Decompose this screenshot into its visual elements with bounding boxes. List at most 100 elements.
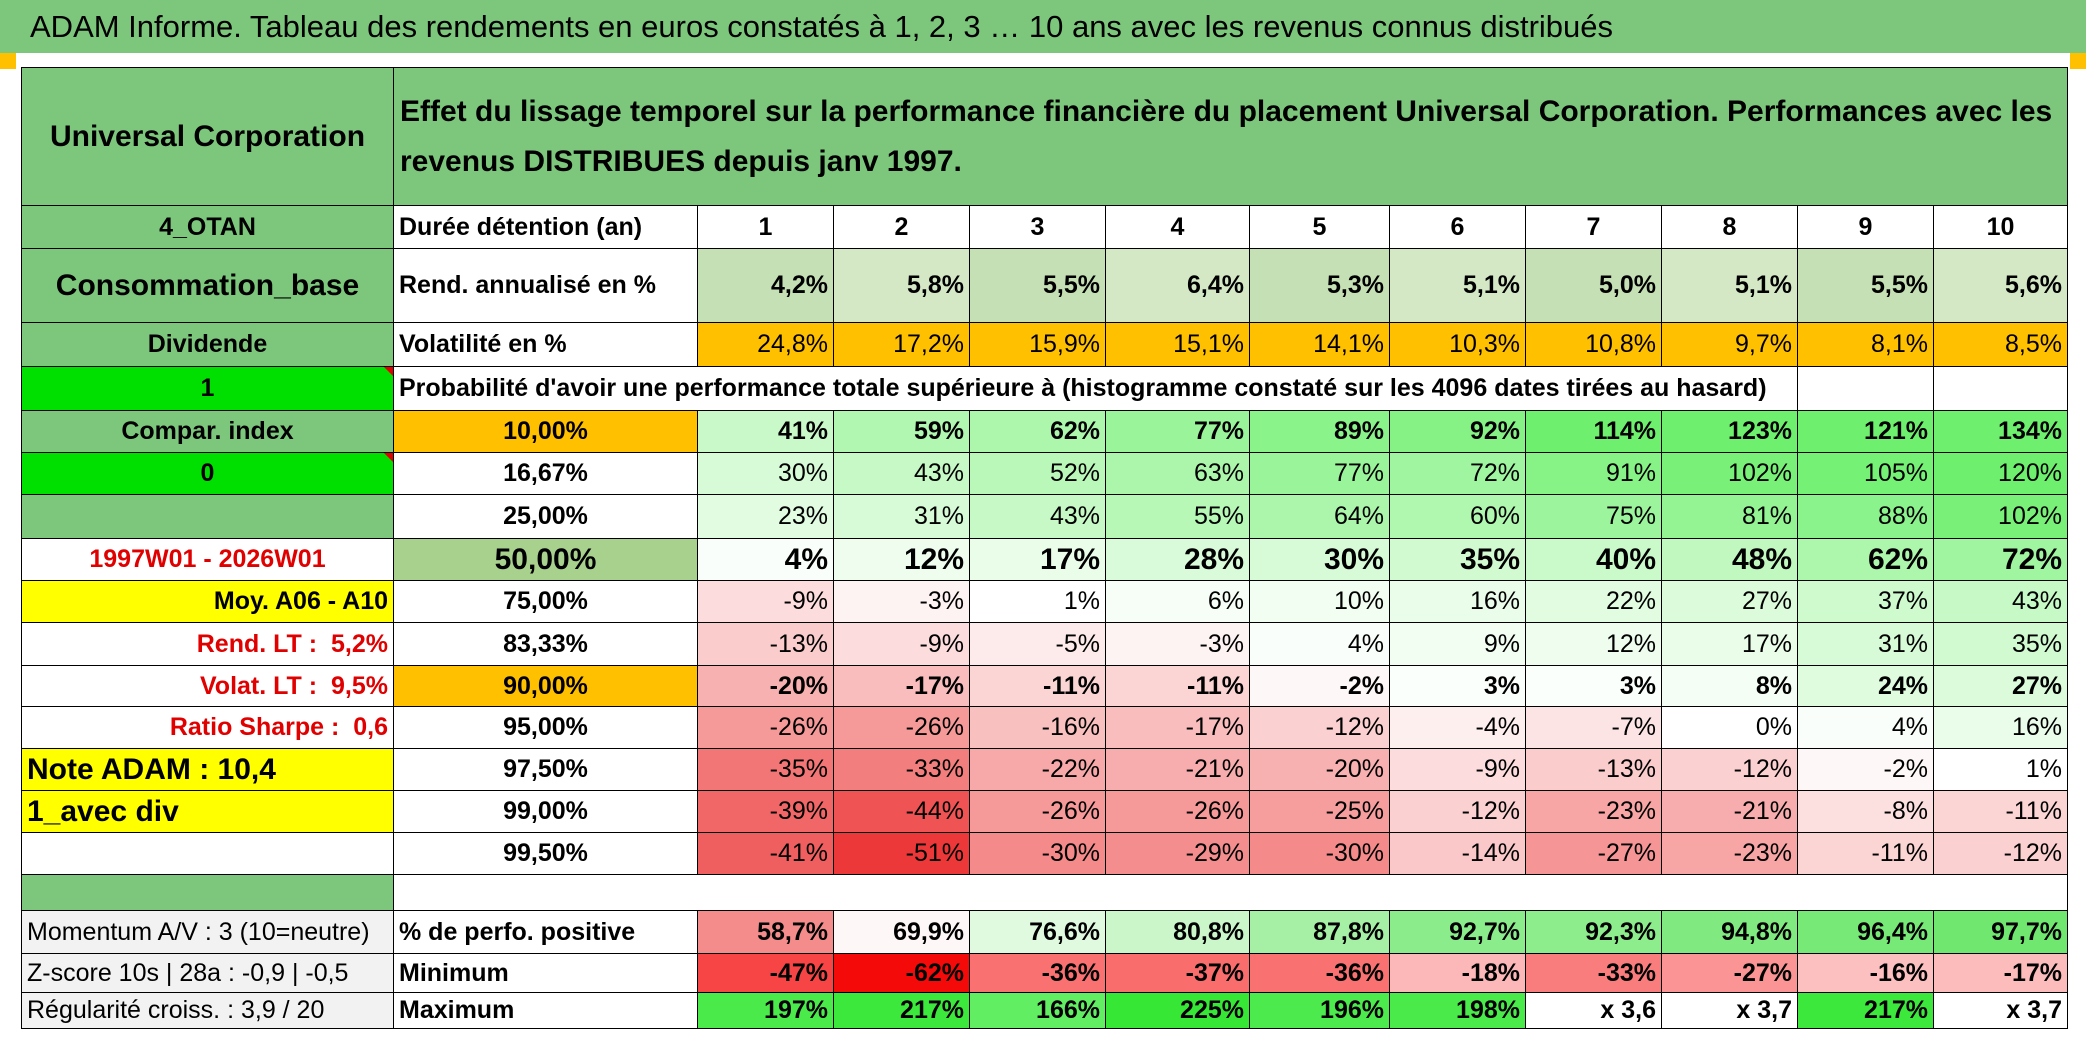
rend-value: 5,1% <box>1662 249 1798 323</box>
prob-value: 55% <box>1106 495 1250 539</box>
threshold-value: 50,00% <box>394 539 698 581</box>
fund-category: Consommation_base <box>22 249 394 323</box>
prob-value: 31% <box>1798 623 1934 666</box>
prob-value: -33% <box>834 749 970 791</box>
rend-value: 5,3% <box>1250 249 1390 323</box>
prob-value: -30% <box>970 833 1106 875</box>
rend-value: 5,6% <box>1934 249 2068 323</box>
fund-name: Universal Corporation <box>22 68 394 206</box>
vol-value: 15,9% <box>970 323 1106 367</box>
prob-value: 8% <box>1662 666 1798 707</box>
prob-value: -11% <box>1798 833 1934 875</box>
prob-value: -14% <box>1390 833 1526 875</box>
prob-value: 43% <box>970 495 1106 539</box>
prob-value: 63% <box>1106 453 1250 495</box>
prob-value: -26% <box>698 707 834 749</box>
prob-value: 72% <box>1934 539 2068 581</box>
year-header: 7 <box>1526 206 1662 249</box>
rend-label: Rend. annualisé en % <box>394 249 698 323</box>
prob-value: 121% <box>1798 411 1934 453</box>
threshold-value: 10,00% <box>394 411 698 453</box>
prob-value: -9% <box>834 623 970 666</box>
max-value: 225% <box>1106 993 1250 1029</box>
pos-value: 58,7% <box>698 911 834 954</box>
prob-value: 16% <box>1390 581 1526 623</box>
empty-cell <box>22 833 394 875</box>
fund-code: 4_OTAN <box>22 206 394 249</box>
prob-value: -12% <box>1390 791 1526 833</box>
prob-value: 75% <box>1526 495 1662 539</box>
threshold-value: 16,67% <box>394 453 698 495</box>
pos-value: 96,4% <box>1798 911 1934 954</box>
prob-value: 77% <box>1250 453 1390 495</box>
prob-value: 59% <box>834 411 970 453</box>
min-value: -36% <box>970 954 1106 993</box>
prob-value: 41% <box>698 411 834 453</box>
param-value-0: 0 <box>22 453 394 495</box>
year-header: 9 <box>1798 206 1934 249</box>
rend-value: 5,5% <box>970 249 1106 323</box>
regularite: Régularité croiss. : 3,9 / 20 <box>22 993 394 1029</box>
max-value: 197% <box>698 993 834 1029</box>
prob-value: 89% <box>1250 411 1390 453</box>
prob-value: -2% <box>1250 666 1390 707</box>
year-header: 10 <box>1934 206 2068 249</box>
prob-value: -3% <box>1106 623 1250 666</box>
year-header: 6 <box>1390 206 1526 249</box>
pos-value: 76,6% <box>970 911 1106 954</box>
min-value: -47% <box>698 954 834 993</box>
report-title: ADAM Informe. Tableau des rendements en … <box>0 0 2086 53</box>
prob-value: 81% <box>1662 495 1798 539</box>
prob-value: 134% <box>1934 411 2068 453</box>
prob-value: 16% <box>1934 707 2068 749</box>
min-value: -16% <box>1798 954 1934 993</box>
performance-table: Universal Corporation Effet du lissage te… <box>21 67 2068 1029</box>
max-label: Maximum <box>394 993 698 1029</box>
prob-value: -21% <box>1106 749 1250 791</box>
pos-label: % de perfo. positive <box>394 911 698 954</box>
prob-value: 102% <box>1662 453 1798 495</box>
prob-value: 17% <box>1662 623 1798 666</box>
prob-value: 120% <box>1934 453 2068 495</box>
prob-value: 12% <box>1526 623 1662 666</box>
pos-value: 92,7% <box>1390 911 1526 954</box>
threshold-value: 90,00% <box>394 666 698 707</box>
prob-value: 43% <box>1934 581 2068 623</box>
rend-value: 5,1% <box>1390 249 1526 323</box>
min-label: Minimum <box>394 954 698 993</box>
prob-value: -27% <box>1526 833 1662 875</box>
prob-value: 77% <box>1106 411 1250 453</box>
prob-value: 48% <box>1662 539 1798 581</box>
prob-value: 23% <box>698 495 834 539</box>
prob-value: -26% <box>970 791 1106 833</box>
prob-value: 24% <box>1798 666 1934 707</box>
prob-value: -26% <box>1106 791 1250 833</box>
prob-value: 0% <box>1662 707 1798 749</box>
prob-value: 72% <box>1390 453 1526 495</box>
prob-value: -13% <box>1526 749 1662 791</box>
compar-index-label: Compar. index <box>22 411 394 453</box>
zscore: Z-score 10s | 28a : -0,9 | -0,5 <box>22 954 394 993</box>
prob-value: -13% <box>698 623 834 666</box>
table-description: Effet du lissage temporel sur la perform… <box>394 68 2068 206</box>
max-value: x 3,6 <box>1526 993 1662 1029</box>
vol-label: Volatilité en % <box>394 323 698 367</box>
year-header: 8 <box>1662 206 1798 249</box>
pos-value: 94,8% <box>1662 911 1798 954</box>
max-value: 166% <box>970 993 1106 1029</box>
prob-value: -11% <box>1934 791 2068 833</box>
volat-lt: Volat. LT : 9,5% <box>22 666 394 707</box>
prob-value: -12% <box>1934 833 2068 875</box>
prob-value: 105% <box>1798 453 1934 495</box>
prob-value: -11% <box>1106 666 1250 707</box>
rend-value: 5,5% <box>1798 249 1934 323</box>
pos-value: 87,8% <box>1250 911 1390 954</box>
prob-value: -16% <box>970 707 1106 749</box>
prob-value: -41% <box>698 833 834 875</box>
volat-lt-label: Volat. LT : <box>199 671 318 700</box>
pos-value: 69,9% <box>834 911 970 954</box>
prob-value: 1% <box>970 581 1106 623</box>
prob-value: -26% <box>834 707 970 749</box>
prob-value: 22% <box>1526 581 1662 623</box>
period-range: 1997W01 - 2026W01 <box>22 539 394 581</box>
